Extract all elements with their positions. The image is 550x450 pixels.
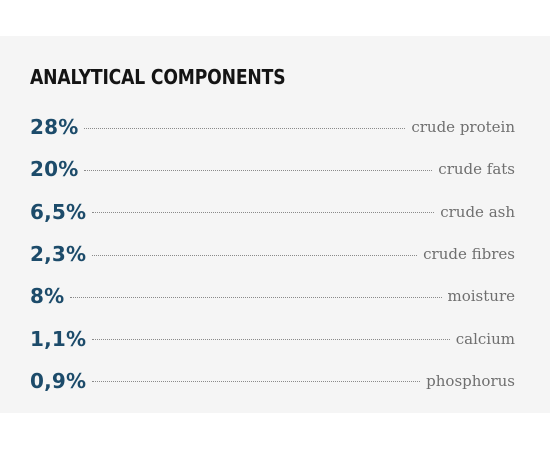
component-value: 2,3% bbox=[30, 242, 87, 267]
component-row: 8% moisture bbox=[30, 275, 515, 317]
component-row: 28% crude protein bbox=[30, 106, 515, 148]
dotted-leader bbox=[84, 127, 406, 129]
component-row: 1,1% calcium bbox=[30, 317, 515, 359]
component-label: crude fibres bbox=[423, 245, 515, 264]
component-label: crude ash bbox=[440, 202, 515, 221]
component-row: 0,9% phosphorus bbox=[30, 360, 515, 402]
dotted-leader bbox=[70, 296, 442, 298]
analytical-components-panel: ANALYTICAL COMPONENTS 28% crude protein … bbox=[0, 36, 550, 413]
dotted-leader bbox=[84, 169, 433, 171]
component-row: 2,3% crude fibres bbox=[30, 233, 515, 275]
component-value: 8% bbox=[30, 284, 65, 309]
component-value: 28% bbox=[30, 115, 79, 140]
component-row: 6,5% crude ash bbox=[30, 191, 515, 233]
dotted-leader bbox=[92, 254, 418, 256]
component-row: 20% crude fats bbox=[30, 148, 515, 190]
component-value: 6,5% bbox=[30, 199, 87, 224]
component-value: 0,9% bbox=[30, 368, 87, 393]
section-title: ANALYTICAL COMPONENTS bbox=[30, 65, 286, 89]
component-value: 20% bbox=[30, 157, 79, 182]
component-label: moisture bbox=[447, 287, 516, 306]
dotted-leader bbox=[92, 381, 421, 383]
dotted-leader bbox=[92, 339, 450, 341]
component-label: phosphorus bbox=[426, 371, 515, 390]
dotted-leader bbox=[92, 212, 435, 214]
components-list: 28% crude protein 20% crude fats 6,5% cr… bbox=[30, 106, 515, 402]
component-label: crude fats bbox=[438, 160, 515, 179]
component-value: 1,1% bbox=[30, 326, 87, 351]
component-label: calcium bbox=[455, 329, 515, 348]
component-label: crude protein bbox=[411, 118, 515, 137]
